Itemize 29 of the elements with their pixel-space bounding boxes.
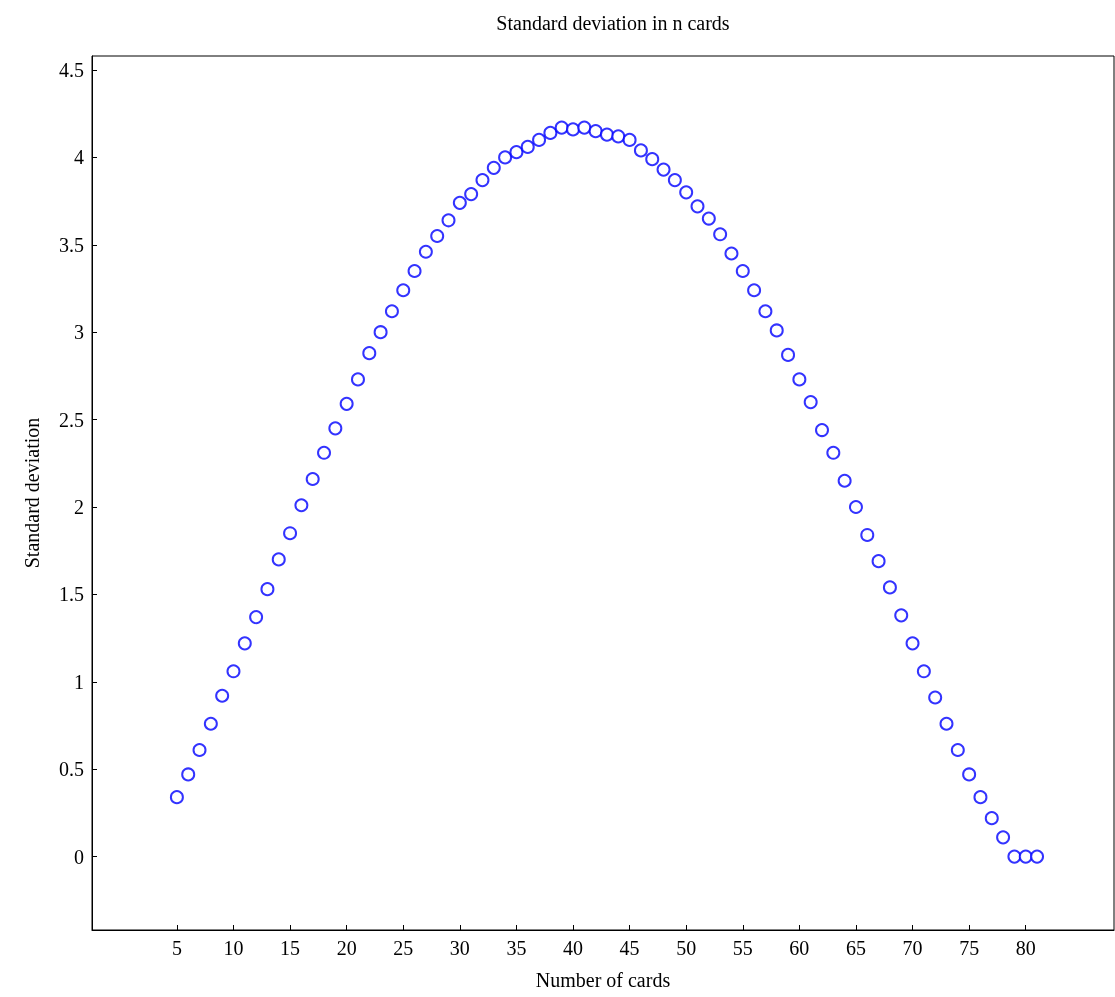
x-tick-label: 75 <box>959 937 980 959</box>
x-tick-label: 30 <box>449 937 470 959</box>
y-tick-label: 1 <box>74 670 84 693</box>
x-tick-label: 35 <box>506 937 527 959</box>
x-tick-label: 60 <box>789 937 810 959</box>
x-tick-label: 45 <box>619 937 640 959</box>
x-tick-label: 55 <box>732 937 753 959</box>
y-tick-label: 4.5 <box>59 58 84 81</box>
x-tick-label: 80 <box>1015 937 1036 959</box>
x-tick-label: 25 <box>393 937 414 959</box>
y-tick-label: 1.5 <box>59 583 84 606</box>
x-tick-label: 50 <box>676 937 697 959</box>
y-tick-label: 4 <box>74 146 84 169</box>
x-axis-title: Number of cards <box>535 969 671 991</box>
x-tick-label: 70 <box>902 937 923 959</box>
x-tick-label: 65 <box>845 937 866 959</box>
y-tick-label: 0 <box>74 845 84 868</box>
chart-title: Standard deviation in n cards <box>496 12 730 34</box>
x-tick-label: 20 <box>336 937 357 959</box>
x-tick-label: 15 <box>280 937 301 959</box>
x-tick-label: 10 <box>223 937 244 959</box>
y-axis-title: Standard deviation <box>21 417 43 569</box>
y-tick-label: 2 <box>74 495 84 518</box>
x-tick-label: 40 <box>563 937 584 959</box>
y-tick-label: 3 <box>74 321 84 344</box>
y-tick-label: 2.5 <box>59 408 84 431</box>
y-tick-label: 0.5 <box>59 758 84 781</box>
y-tick-label: 3.5 <box>59 233 84 256</box>
x-tick-label: 5 <box>171 937 182 959</box>
